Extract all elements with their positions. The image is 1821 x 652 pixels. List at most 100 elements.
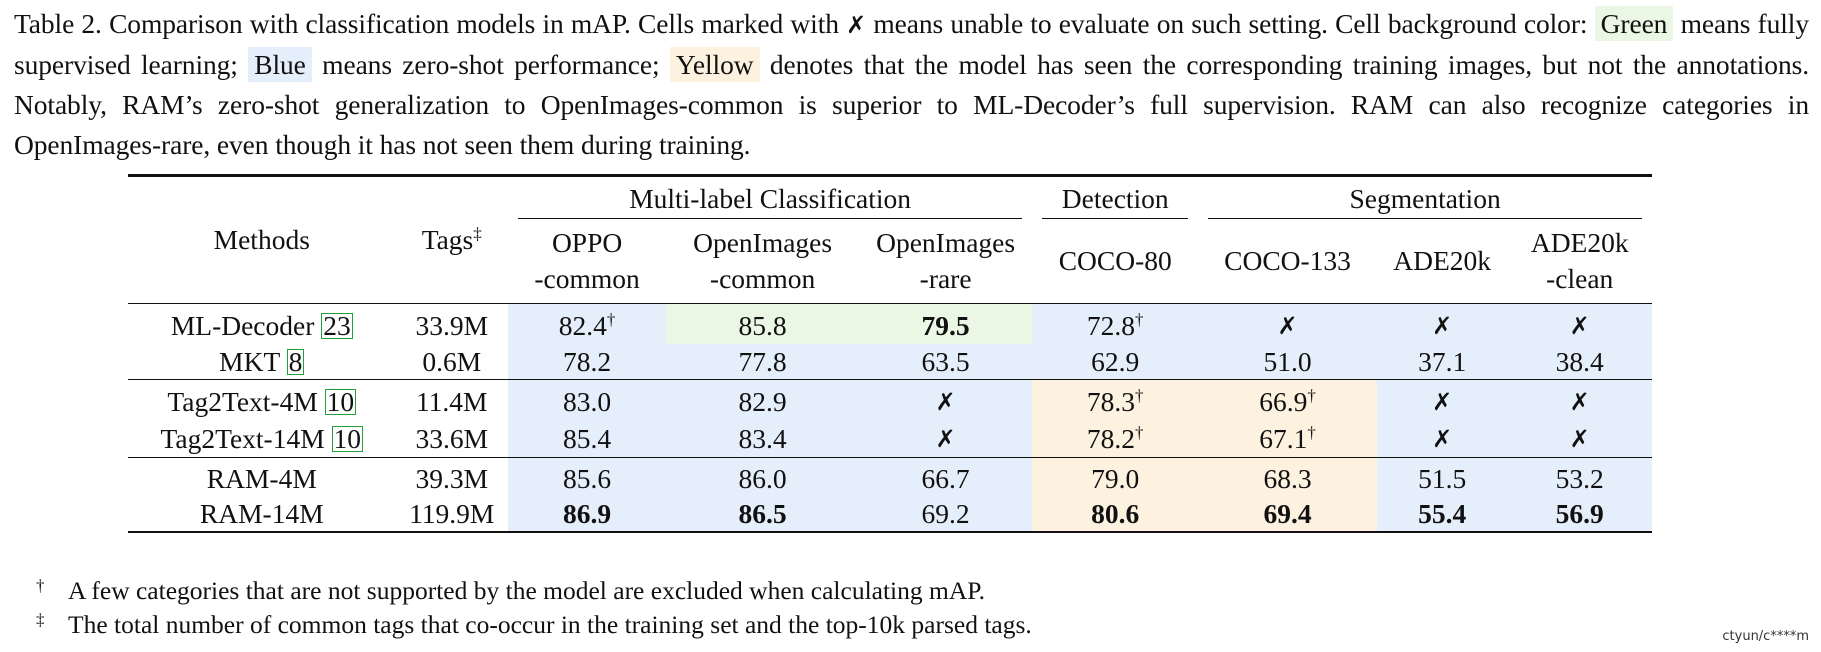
caption-part5: denotes that the model has seen the corr… (14, 49, 1809, 160)
footnotes: † A few categories that are not supported… (36, 574, 1032, 642)
table-row: RAM-4M 39.3M 85.6 86.0 66.7 79.0 68.3 51.5 53.2 (128, 457, 1652, 497)
metric-cell: 62.9 (1032, 344, 1199, 380)
column-header: ADE20k (1377, 221, 1508, 304)
column-header-line: -clean (1546, 263, 1614, 294)
metric-cell: 79.5 (858, 303, 1033, 344)
header-group-segmentation: Segmentation (1198, 177, 1652, 221)
header-tags: Tags‡ (396, 177, 508, 304)
cross-icon: ✗ (1376, 379, 1508, 420)
column-header-line: OpenImages (876, 227, 1016, 258)
metric-cell: 51.5 (1376, 457, 1508, 496)
table-row: Tag2Text-14M 10 33.6M 85.4 83.4 ✗ 78.2† 67.1† ✗… (128, 420, 1652, 458)
metric-value: 56.9 (1555, 498, 1604, 529)
metric-cell: 78.2† (1032, 420, 1199, 458)
metric-value: ✗ (1432, 425, 1453, 453)
metric-cell: 85.4 (507, 420, 667, 458)
header-columns: OPPO -common OpenImages -common OpenImages -r… (128, 221, 1652, 304)
metric-cell: 86.9 (507, 496, 667, 533)
method-name: RAM-14M (128, 496, 396, 533)
metric-value: 38.4 (1555, 346, 1604, 377)
cross-icon: ✗ (1198, 303, 1377, 344)
citation-link[interactable]: 23 (321, 310, 353, 341)
method-name: RAM-4M (128, 458, 396, 497)
metric-value: 51.0 (1263, 346, 1312, 377)
results-table: Methods Tags‡ Multi-label Classification… (128, 174, 1652, 533)
metric-cell: 38.4 (1507, 344, 1652, 380)
caption-part3: means fully supervised learning; (14, 8, 1809, 80)
metric-value: 63.5 (921, 346, 970, 377)
metric-value: 51.5 (1418, 463, 1467, 494)
header-group-detection: Detection (1032, 177, 1198, 221)
method-label: Tag2Text-4M (167, 386, 325, 417)
metric-cell: 82.9 (666, 379, 859, 420)
metric-cell: 69.2 (858, 496, 1033, 533)
metric-cell: 86.5 (666, 496, 859, 533)
metric-value: 82.9 (738, 386, 787, 417)
header-tags-mark: ‡ (473, 223, 482, 243)
column-header: OpenImages -rare (859, 221, 1032, 304)
method-label: RAM-14M (199, 498, 324, 529)
column-header: ADE20k -clean (1507, 221, 1652, 304)
metric-cell: 82.4† (507, 303, 667, 344)
tags-count: 11.4M (415, 386, 488, 417)
footnote-dagger-text: A few categories that are not supported … (68, 576, 985, 605)
metric-footnote-mark: † (1135, 309, 1144, 329)
footnote-double-dagger: ‡ The total number of common tags that co… (36, 608, 1032, 642)
metric-value: 67.1 (1259, 423, 1308, 454)
column-header-line: OPPO (551, 227, 623, 258)
column-header: OPPO -common (508, 221, 666, 304)
caption-part4: means zero-shot performance; (311, 49, 670, 80)
metric-cell: 83.4 (666, 420, 859, 458)
metric-cell: 77.8 (666, 344, 859, 380)
cross-icon: ✗ (1376, 420, 1508, 458)
metric-value: ✗ (935, 388, 956, 416)
column-header-line: ADE20k (1530, 227, 1629, 258)
column-header-line: COCO-133 (1224, 245, 1351, 276)
metric-cell: 78.2 (507, 344, 667, 380)
metric-cell: 63.5 (858, 344, 1033, 380)
tags-count: 0.6M (395, 344, 508, 380)
method-label: MKT (219, 346, 287, 377)
metric-value: 83.0 (563, 386, 612, 417)
footnote-dagger-mark: † (36, 576, 45, 595)
metric-value: 77.8 (738, 346, 787, 377)
header-group-classification: Multi-label Classification (508, 177, 1032, 221)
metric-footnote-mark: † (1135, 422, 1144, 442)
metric-footnote-mark: † (1307, 385, 1316, 405)
group-segmentation-label: Segmentation (1349, 183, 1501, 214)
table-row: Tag2Text-4M 10 11.4M 83.0 82.9 ✗ 78.3† 66.9† ✗ ✗ (128, 379, 1652, 420)
metric-value: 55.4 (1418, 498, 1467, 529)
metric-footnote-mark: † (606, 309, 616, 329)
column-header-line: OpenImages (693, 227, 833, 258)
metric-value: 78.3 (1086, 386, 1136, 417)
citation-link[interactable]: 10 (331, 423, 364, 454)
legend-blue: Blue (248, 47, 312, 82)
metric-value: ✗ (1569, 425, 1590, 453)
metric-value: 85.4 (563, 423, 612, 454)
method-name: ML-Decoder 23 (128, 304, 396, 345)
cross-icon: ✗ (846, 11, 867, 39)
table-row: MKT 8 0.6M 78.2 77.8 63.5 62.9 51.0 37.1 38.4 (128, 344, 1652, 380)
metric-value: 62.9 (1091, 346, 1140, 377)
metric-value: ✗ (1569, 388, 1590, 416)
header-methods: Methods (213, 224, 310, 255)
group-detection-label: Detection (1061, 183, 1169, 214)
cross-icon: ✗ (858, 420, 1033, 458)
metric-value: 80.6 (1091, 498, 1140, 529)
legend-yellow: Yellow (669, 47, 760, 82)
method-label: Tag2Text-14M (160, 423, 332, 454)
cross-icon: ✗ (1507, 303, 1652, 344)
metric-cell: 37.1 (1376, 344, 1508, 380)
column-header-line: -rare (919, 263, 972, 294)
metric-value: ✗ (1569, 312, 1590, 340)
citation-link[interactable]: 10 (324, 386, 357, 417)
metric-cell: 72.8† (1032, 303, 1199, 344)
metric-value: ✗ (1277, 312, 1298, 340)
table-row: ML-Decoder 23 33.9M 82.4† 85.8 79.5 72.8† ✗ ✗ ✗ (128, 303, 1652, 345)
legend-green: Green (1594, 6, 1674, 41)
metric-footnote-mark: † (1307, 422, 1316, 442)
metric-value: 82.4 (558, 310, 607, 341)
tags-count: 39.3M (415, 463, 489, 494)
tags-count: 33.6M (395, 420, 508, 458)
citation-link[interactable]: 8 (286, 346, 305, 377)
